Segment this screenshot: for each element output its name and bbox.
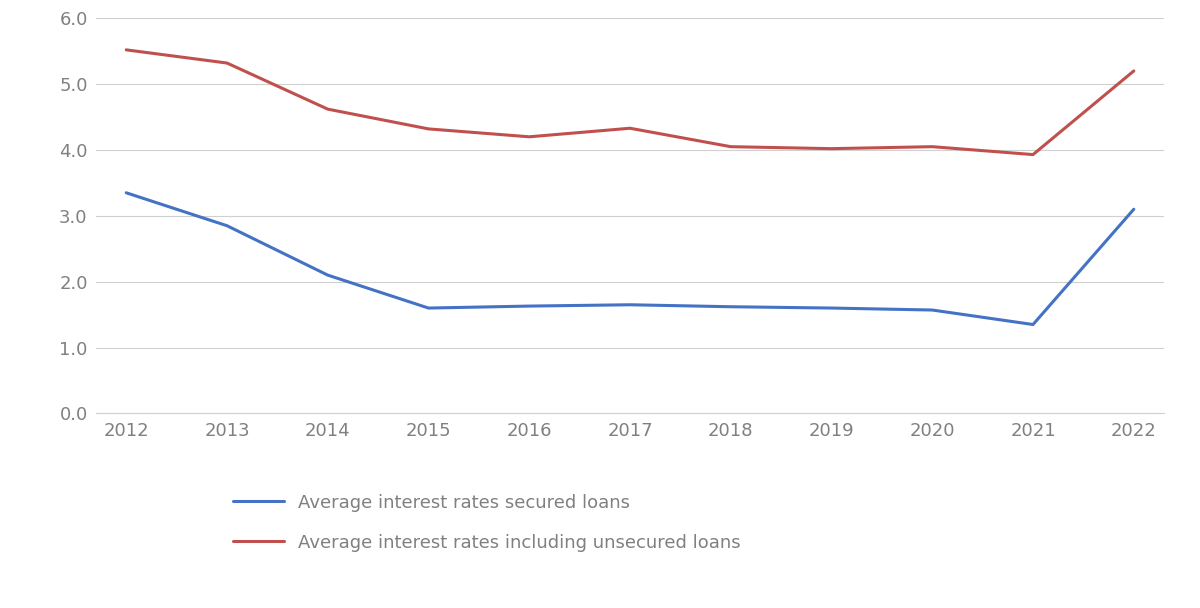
Legend: Average interest rates secured loans, Average interest rates including unsecured: Average interest rates secured loans, Av… [233,494,740,552]
Average interest rates including unsecured loans [119,46,133,54]
Average interest rates including unsecured loans [320,106,335,113]
Line: Average interest rates secured loans: Average interest rates secured loans [126,193,1134,325]
Average interest rates secured loans [824,305,839,312]
Average interest rates including unsecured loans [522,133,536,140]
Average interest rates including unsecured loans [1026,151,1040,158]
Average interest rates secured loans [320,271,335,278]
Average interest rates secured loans [220,222,234,229]
Average interest rates secured loans [623,301,637,308]
Average interest rates secured loans [1127,206,1141,213]
Average interest rates including unsecured loans [925,143,940,150]
Average interest rates including unsecured loans [1127,67,1141,75]
Average interest rates secured loans [522,302,536,309]
Average interest rates including unsecured loans [724,143,738,150]
Average interest rates including unsecured loans [421,125,436,133]
Average interest rates secured loans [1026,321,1040,328]
Line: Average interest rates including unsecured loans: Average interest rates including unsecur… [126,50,1134,154]
Average interest rates including unsecured loans [824,145,839,153]
Average interest rates secured loans [925,306,940,314]
Average interest rates secured loans [421,305,436,312]
Average interest rates secured loans [119,189,133,196]
Average interest rates including unsecured loans [220,60,234,67]
Average interest rates including unsecured loans [623,125,637,132]
Average interest rates secured loans [724,303,738,310]
